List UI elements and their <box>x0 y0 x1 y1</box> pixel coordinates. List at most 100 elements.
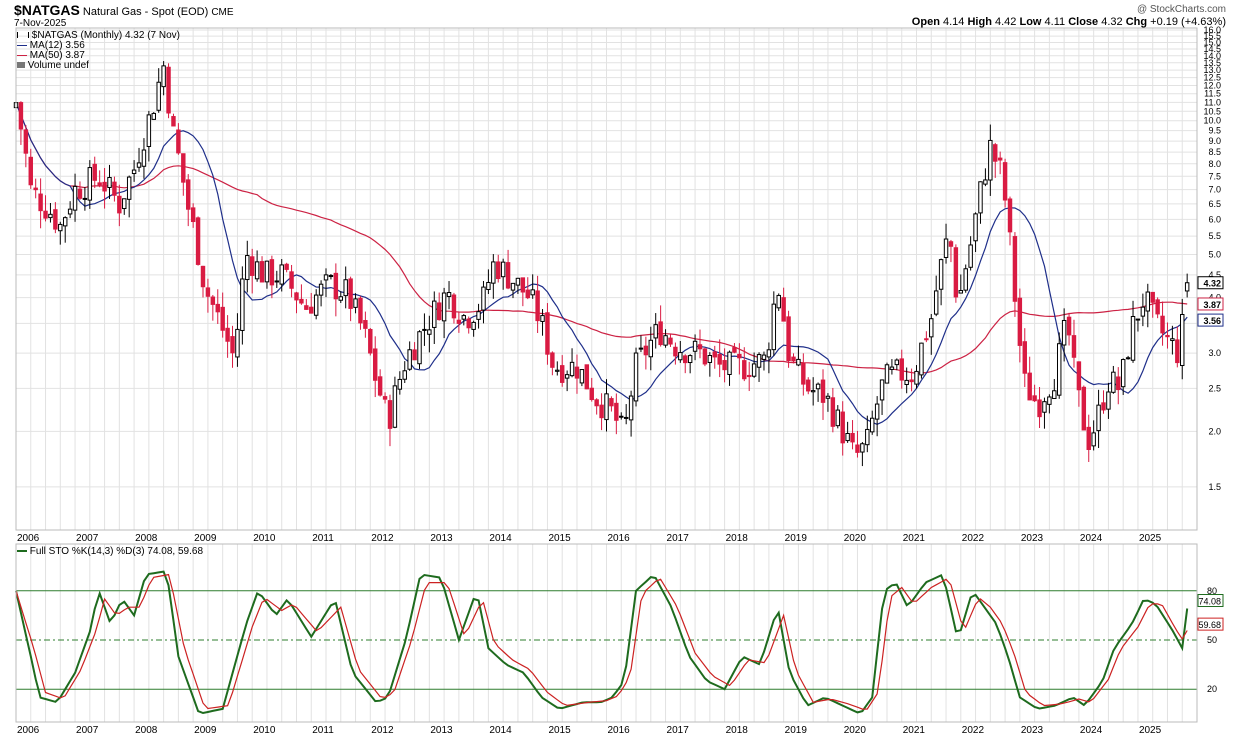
year-label: 2019 <box>785 725 808 736</box>
year-label: 2012 <box>371 533 394 544</box>
candle-body <box>973 213 978 242</box>
candle-body <box>707 354 713 363</box>
candle-body <box>1091 432 1096 447</box>
candle-body <box>249 256 255 276</box>
candle-body <box>894 359 900 366</box>
candle-body <box>456 319 462 324</box>
price-panel-frame <box>15 27 1198 531</box>
candle-body <box>417 331 422 365</box>
candle-body <box>678 352 683 361</box>
candle-body <box>358 297 363 324</box>
candle-body <box>810 390 816 393</box>
candle-body <box>933 290 939 315</box>
candle-body <box>338 296 343 301</box>
candle-body <box>1017 297 1023 346</box>
year-label: 2006 <box>17 533 40 544</box>
candle-body <box>259 261 265 283</box>
price-tick-label: 13.0 <box>1203 65 1221 75</box>
year-label: 2016 <box>608 725 631 736</box>
candle-body <box>107 176 112 189</box>
price-tick-label: 8.0 <box>1208 159 1221 169</box>
chg-label: Chg <box>1125 16 1148 28</box>
candle-body <box>412 349 417 361</box>
ma50-path <box>15 102 1188 374</box>
candle-body <box>353 298 358 308</box>
candle-body <box>62 217 68 227</box>
candle-body <box>304 305 309 310</box>
last-ma50-value: 3.87 <box>1203 300 1221 310</box>
candle-body <box>461 315 467 320</box>
candle-body <box>776 294 781 309</box>
candle-body <box>500 261 506 278</box>
year-label: 2023 <box>1021 533 1044 544</box>
candle-body <box>963 268 968 291</box>
year-label: 2021 <box>903 725 926 736</box>
price-tick-label: 16.0 <box>1203 25 1221 35</box>
candle-body <box>215 303 220 313</box>
candle-body <box>771 303 777 351</box>
candle-body <box>92 163 97 181</box>
candle-body <box>1071 335 1077 358</box>
candle-body <box>825 395 831 399</box>
candle-body <box>264 260 270 283</box>
candle-body <box>1106 391 1111 410</box>
copyright: @ StockCharts.com <box>1136 4 1226 15</box>
candle-body <box>815 383 821 390</box>
candle-body <box>471 321 476 330</box>
candle-body <box>515 277 521 286</box>
year-label: 2019 <box>785 533 808 544</box>
candle-body <box>870 417 875 433</box>
legend-volume: Volume undef <box>17 61 180 71</box>
candle-body <box>1111 371 1116 393</box>
candle-body <box>235 328 240 358</box>
candle-body <box>368 328 373 354</box>
candle-body <box>131 169 137 175</box>
axis-labels: 2006200620072007200820082009200920102010… <box>17 25 1224 736</box>
price-tick-label: 15.0 <box>1203 37 1221 47</box>
candle-body <box>1140 306 1146 317</box>
last-ma12-value: 3.56 <box>1203 316 1221 326</box>
year-label: 2020 <box>844 533 867 544</box>
sto-d-path <box>15 573 1188 710</box>
candle-body <box>1022 341 1027 374</box>
exchange: CME <box>211 7 234 18</box>
candle-body <box>604 393 609 421</box>
candle-body <box>997 157 1003 161</box>
open-value: 4.14 <box>942 16 965 28</box>
candle-body <box>77 188 83 199</box>
candle-body <box>141 149 147 167</box>
candle-body <box>732 347 737 353</box>
year-label: 2024 <box>1080 533 1103 544</box>
candle-body <box>195 217 201 265</box>
candle-body <box>392 385 398 428</box>
candle-body <box>377 376 383 396</box>
candle-body <box>33 187 38 191</box>
candle-body <box>801 362 806 385</box>
candle-body <box>924 338 929 341</box>
price-tick-label: 5.5 <box>1208 231 1221 241</box>
candle-body <box>97 182 102 186</box>
candle-body <box>530 289 535 296</box>
candle-body <box>466 318 471 329</box>
legend-ma50: MA(50) 3.87 <box>17 51 180 61</box>
candle-body <box>786 316 791 362</box>
sto-k-path <box>15 570 1189 715</box>
year-label: 2011 <box>312 533 334 544</box>
sto-last-d-value: 59.68 <box>1198 620 1221 630</box>
year-label: 2015 <box>548 725 571 736</box>
candle-body <box>1076 361 1082 391</box>
year-label: 2006 <box>17 725 40 736</box>
sto-title: Full STO %K(14,3) %D(3) 74.08, 59.68 <box>29 546 204 557</box>
candle-body <box>623 416 629 419</box>
candle-body <box>422 328 427 331</box>
year-label: 2020 <box>844 725 867 736</box>
candle-body <box>274 280 280 283</box>
candle-body <box>594 399 599 407</box>
candle-body <box>633 352 639 402</box>
candle-body <box>343 279 348 297</box>
price-tick-label: 12.0 <box>1203 81 1221 91</box>
candle-body <box>279 264 284 285</box>
year-label: 2018 <box>726 533 749 544</box>
year-label: 2025 <box>1139 533 1162 544</box>
